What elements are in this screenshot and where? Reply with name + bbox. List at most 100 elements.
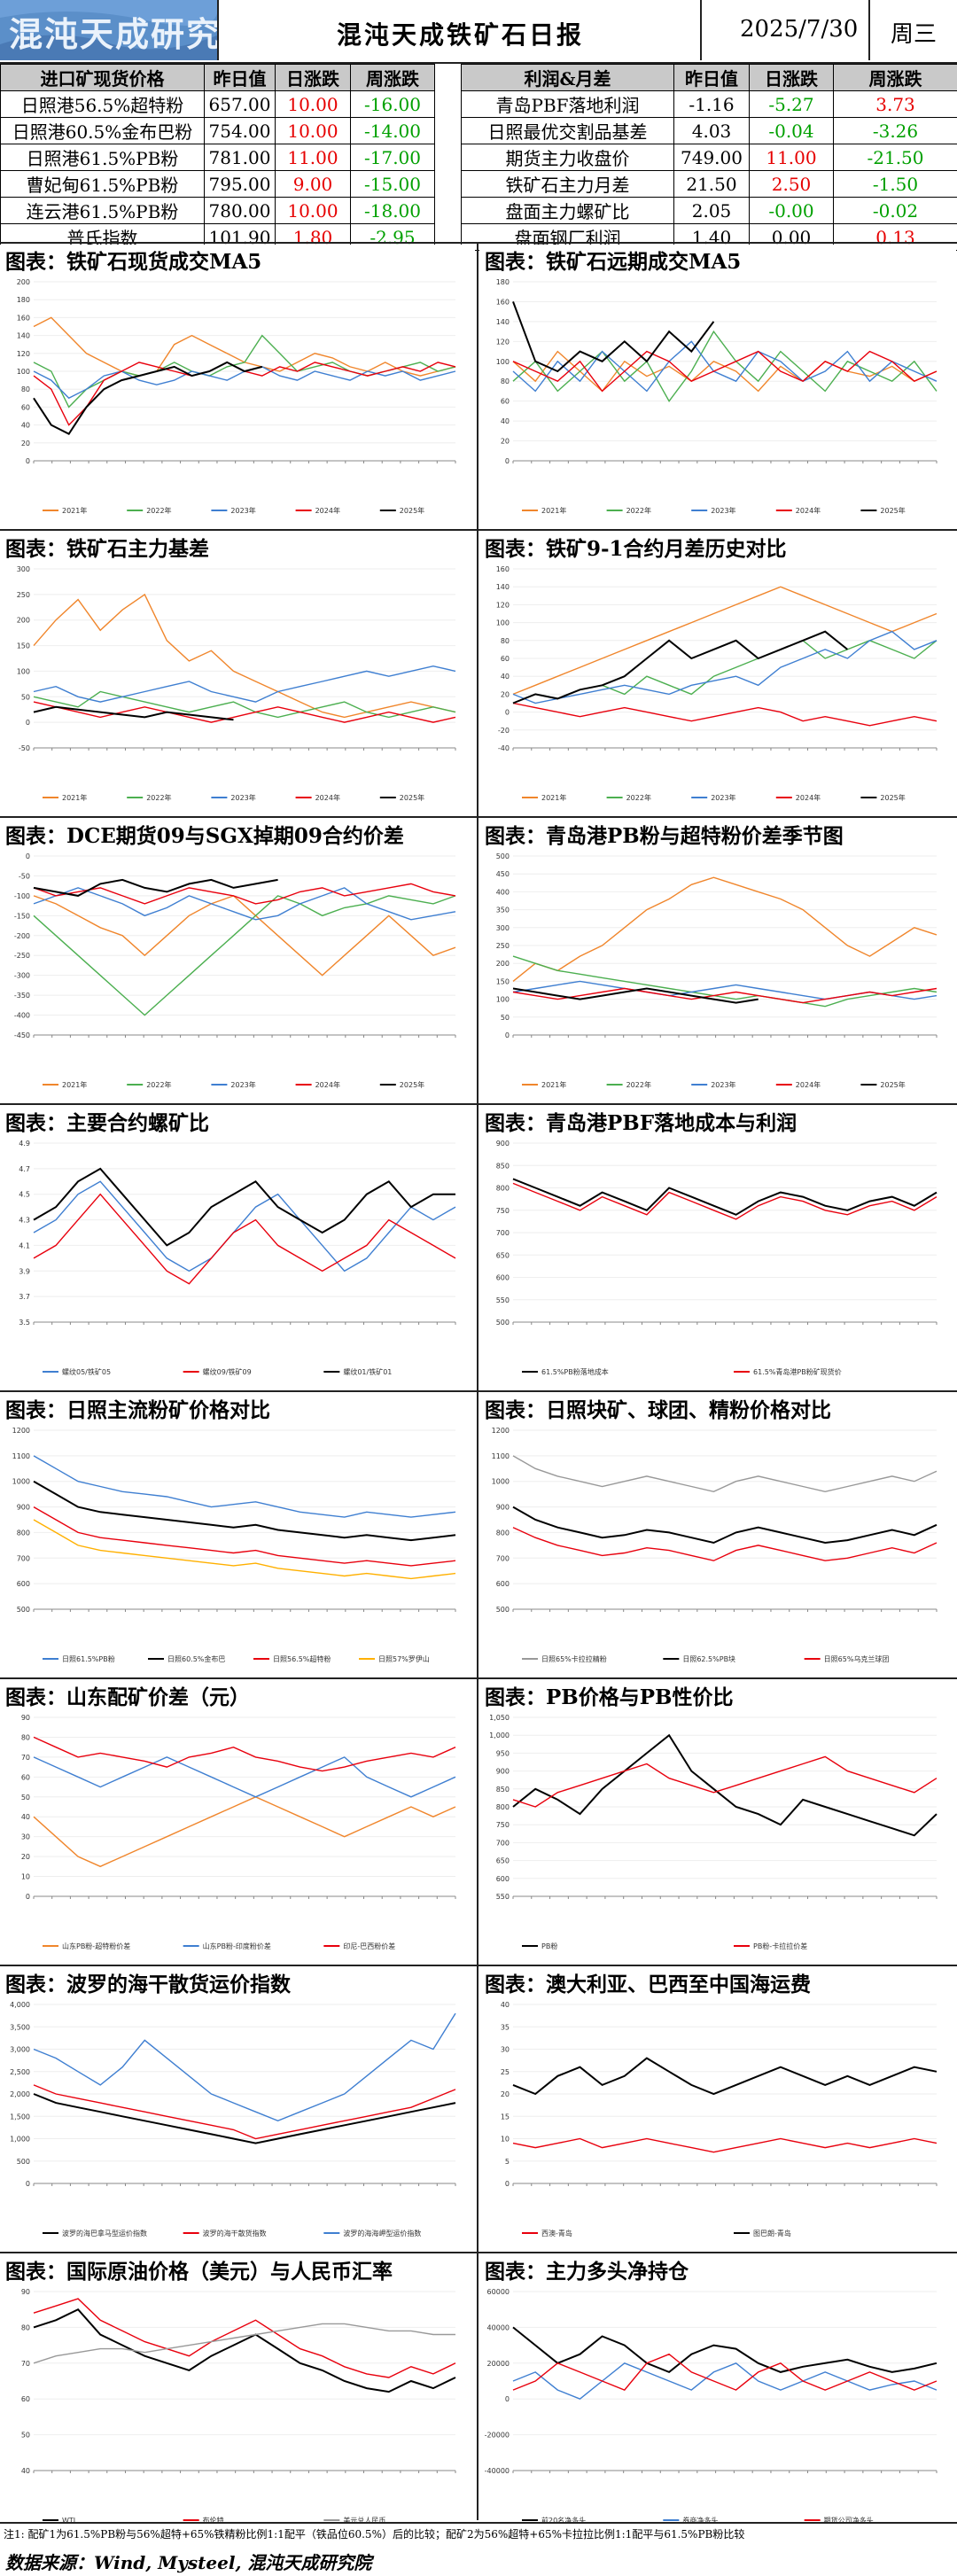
y-tick-label: 5	[505, 2158, 510, 2166]
chart-c15: 40 50 60 70 80 90 WTI 布伦特 美元兑人民币	[21, 2288, 456, 2525]
series-line	[512, 639, 938, 704]
y-tick-label: 60	[21, 1773, 30, 1781]
series-line	[512, 586, 938, 696]
y-tick-label: 1,000	[489, 1732, 510, 1739]
y-tick-label: -40000	[485, 2467, 510, 2475]
y-tick-label: -400	[14, 1012, 30, 1020]
legend-label: WTI	[62, 2517, 75, 2525]
chart-c1: 0 20 40 60 80 100 120 140 160 180 200 2021年 2022年 202…	[17, 278, 456, 515]
y-tick-label: 1100	[12, 1452, 30, 1460]
chart-panel-c1: 图表：铁矿石现货成交MA5 0 20 40 60 80 100 120 140 160 180 200…	[0, 245, 475, 528]
y-tick-label: 750	[496, 1207, 510, 1215]
legend-label: 2024年	[315, 1080, 340, 1089]
series-line	[512, 350, 938, 393]
section-divider	[0, 2522, 957, 2524]
series-line	[512, 1733, 938, 1837]
y-tick-label: 800	[496, 1803, 510, 1811]
y-tick-label: 900	[496, 1768, 510, 1776]
series-line	[33, 2308, 456, 2393]
logo-text: 混沌天成研究院	[9, 14, 217, 54]
y-tick-label: 25	[501, 2068, 510, 2076]
legend-label: 日照56.5%超特粉	[273, 1654, 331, 1663]
chart-panel-c5: 图表：DCE期货09与SGX掉期09合约价差 -450 -400 -350 -300 -2…	[0, 819, 475, 1102]
table-header: 日涨跌	[749, 64, 834, 91]
y-tick-label: 60	[21, 403, 30, 411]
series-line	[33, 1480, 456, 1542]
y-tick-label: 3.7	[19, 1293, 30, 1301]
table-header: 进口矿现货价格	[0, 64, 205, 91]
row-label: 盘面主力螺矿比	[461, 197, 674, 224]
y-tick-label: 180	[496, 278, 510, 286]
row-weekly-change: -14.00	[350, 117, 435, 144]
series-line	[512, 2353, 938, 2391]
y-tick-label: 1200	[12, 1427, 30, 1435]
series-line	[33, 2323, 455, 2364]
legend-label: 2021年	[541, 793, 566, 802]
y-tick-label: 550	[496, 1296, 510, 1304]
y-tick-label: 900	[496, 1504, 510, 1512]
column-divider	[477, 243, 478, 2520]
chart-panel-c11: 图表：山东配矿价差（元） 0 10 20 30 40 50 60 70 80 90 山东PB粉-超特粉…	[0, 1680, 475, 1964]
chart-panel-c10: 图表：日照块矿、球团、精粉价格对比 500 600 700 800 900 1000 1100…	[479, 1393, 956, 1677]
y-tick-label: 150	[17, 642, 30, 650]
series-line	[33, 1796, 456, 1868]
legend-label: 2022年	[626, 1080, 651, 1089]
y-tick-label: 30	[501, 2046, 510, 2054]
legend-label: 日照61.5%PB粉	[62, 1654, 115, 1663]
chart-title: 图表：铁矿石现货成交MA5	[5, 250, 262, 274]
section-divider	[0, 1965, 957, 1966]
series-line	[512, 1527, 938, 1561]
legend-label: 波罗的海巴拿马型运价指数	[62, 2229, 147, 2237]
row-value: 21.50	[673, 170, 750, 198]
table-header: 周涨跌	[833, 64, 957, 91]
row-daily-change: 10.00	[275, 117, 351, 144]
row-value: 781.00	[204, 144, 276, 171]
y-tick-label: 10	[21, 1873, 30, 1881]
legend-label: 图巴朗-青岛	[753, 2229, 791, 2237]
y-tick-label: -450	[14, 1031, 30, 1039]
row-weekly-change: -16.00	[350, 90, 435, 118]
table-row: 曹妃甸61.5%PB粉 795.00 9.00 -15.00 铁矿石主力月差 21.50 2…	[0, 170, 957, 198]
y-tick-label: 250	[17, 591, 30, 599]
y-tick-label: 700	[496, 1839, 510, 1847]
series-line	[33, 701, 456, 723]
row-label: 日照港60.5%金布巴粉	[0, 117, 205, 144]
row-value: 2.05	[673, 197, 750, 224]
series-line	[33, 1193, 456, 1285]
series-line	[33, 361, 263, 435]
chart-panel-c16: 图表：主力多头净持仓 -40000 -20000 0 20000 40000 60000 前2…	[479, 2254, 956, 2538]
legend-label: 印尼-巴西粉价差	[343, 1942, 395, 1950]
legend-label: 2025年	[880, 793, 905, 802]
y-tick-label: 3,500	[10, 2023, 30, 2031]
legend-label: 山东PB粉-超特粉价差	[62, 1942, 130, 1950]
y-tick-label: 20	[21, 1853, 30, 1861]
legend-label: 波罗的海干散货指数	[203, 2229, 267, 2237]
y-tick-label: 0	[26, 2180, 30, 2188]
row-weekly-change: -18.00	[350, 197, 435, 224]
row-weekly-change: -1.50	[833, 170, 957, 198]
series-line	[33, 895, 456, 977]
y-tick-label: 40	[501, 673, 510, 681]
chart-title: 图表：日照块矿、球团、精粉价格对比	[485, 1398, 831, 1422]
row-weekly-change: 3.73	[833, 90, 957, 118]
y-tick-label: 600	[17, 1580, 30, 1588]
y-tick-label: 40	[21, 2467, 30, 2475]
legend-label: 2023年	[711, 793, 735, 802]
chart-title: 图表：铁矿石远期成交MA5	[485, 250, 742, 274]
y-tick-label: 4.9	[19, 1140, 30, 1148]
y-tick-label: 140	[496, 583, 510, 591]
table-gap	[434, 64, 462, 91]
section-divider	[0, 529, 957, 531]
section-divider	[0, 242, 957, 244]
row-weekly-change: -0.02	[833, 197, 957, 224]
legend-label: 2025年	[400, 1080, 424, 1089]
legend-label: 螺纹05/铁矿05	[62, 1367, 111, 1376]
y-tick-label: 100	[496, 358, 510, 366]
chart-title: 图表：波罗的海干散货运价指数	[5, 1973, 291, 1996]
row-label: 日照港56.5%超特粉	[0, 90, 205, 118]
chart-panel-c14: 图表：澳大利亚、巴西至中国海运费 0 5 10 15 20 25 30 35 40 西澳-青岛 图巴朗…	[479, 1967, 956, 2251]
series-line	[33, 878, 278, 897]
y-tick-label: 800	[496, 1185, 510, 1193]
y-tick-label: 0	[505, 457, 510, 465]
row-weekly-change: -21.50	[833, 144, 957, 171]
